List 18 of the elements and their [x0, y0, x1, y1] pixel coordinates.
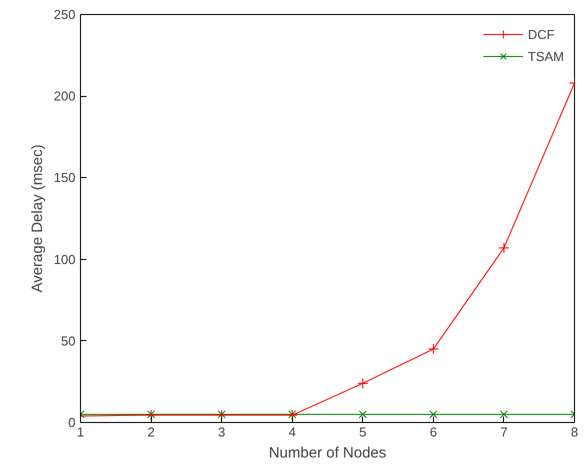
x-tick-label: 7	[500, 424, 508, 440]
x-tick-label: 6	[430, 424, 437, 440]
y-tick-label: 150	[54, 170, 76, 186]
y-tick-label: 50	[61, 333, 76, 348]
y-tick-label: 200	[54, 88, 76, 104]
y-tick-label: 0	[68, 415, 76, 430]
y-tick-label: 100	[54, 252, 76, 267]
x-tick-label: 5	[359, 424, 366, 440]
x-axis-title: Number of Nodes	[268, 444, 386, 462]
x-tick-label: 8	[570, 424, 578, 440]
x-tick-label: 2	[147, 424, 155, 440]
legend-label: TSAM	[528, 48, 564, 64]
x-tick-label: 1	[76, 424, 84, 440]
y-tick-label: 250	[54, 7, 76, 22]
y-axis-title: Average Delay (msec)	[28, 144, 46, 293]
legend-label: DCF	[528, 26, 555, 42]
x-tick-label: 3	[218, 424, 226, 440]
x-tick-label: 4	[288, 424, 296, 440]
